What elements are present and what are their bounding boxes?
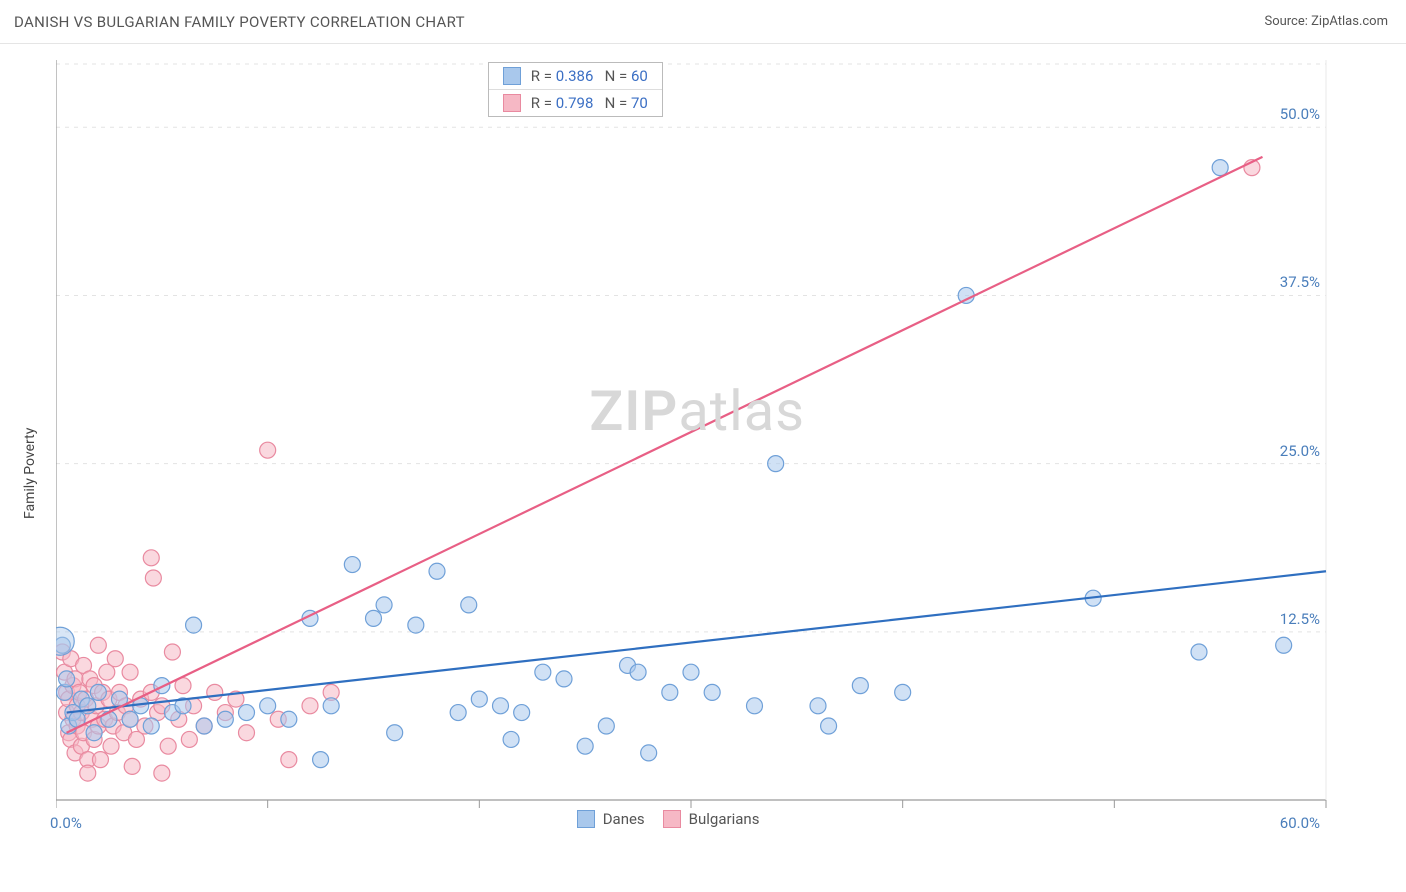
scatter-point-danes (810, 698, 826, 714)
scatter-point-bulgarians (260, 442, 276, 458)
scatter-point-bulgarians (80, 765, 96, 781)
legend-swatch (503, 94, 521, 112)
legend-swatch (503, 67, 521, 85)
scatter-point-danes (408, 617, 424, 633)
legend-swatch (663, 810, 681, 828)
scatter-point-danes (514, 705, 530, 721)
scatter-point-danes (313, 752, 329, 768)
y-tick-label: 37.5% (1280, 273, 1320, 291)
scatter-point-bulgarians (281, 752, 297, 768)
scatter-point-danes (122, 711, 138, 727)
scatter-point-danes (429, 563, 445, 579)
legend-swatch (577, 810, 595, 828)
scatter-point-danes (366, 610, 382, 626)
scatter-point-danes (471, 691, 487, 707)
scatter-point-bulgarians (143, 550, 159, 566)
y-tick-label: 50.0% (1280, 105, 1320, 123)
scatter-point-danes (503, 731, 519, 747)
stats-row: R = 0.386 N = 60 (489, 63, 662, 89)
source-link[interactable]: ZipAtlas.com (1311, 14, 1388, 29)
scatter-point-bulgarians (160, 738, 176, 754)
scatter-point-danes (344, 557, 360, 573)
stats-text: R = 0.386 N = 60 (531, 67, 648, 85)
scatter-point-bulgarians (92, 752, 108, 768)
scatter-point-danes (376, 597, 392, 613)
scatter-point-danes (154, 678, 170, 694)
chart-title: DANISH VS BULGARIAN FAMILY POVERTY CORRE… (14, 13, 465, 31)
scatter-point-danes (493, 698, 509, 714)
scatter-point-danes (1212, 160, 1228, 176)
scatter-point-danes (281, 711, 297, 727)
scatter-point-danes (895, 684, 911, 700)
scatter-point-danes (323, 698, 339, 714)
scatter-point-danes (450, 705, 466, 721)
scatter-point-bulgarians (124, 758, 140, 774)
y-tick-label: 25.0% (1280, 442, 1320, 460)
y-axis-label: Family Poverty (22, 427, 38, 518)
chart-header: DANISH VS BULGARIAN FAMILY POVERTY CORRE… (0, 0, 1406, 44)
legend-item: Danes (577, 810, 645, 828)
scatter-point-danes (535, 664, 551, 680)
scatter-point-bulgarians (239, 725, 255, 741)
stats-row: R = 0.798 N = 70 (489, 89, 662, 116)
scatter-point-bulgarians (107, 651, 123, 667)
chart-source: Source: ZipAtlas.com (1264, 14, 1388, 29)
stats-text: R = 0.798 N = 70 (531, 94, 648, 112)
scatter-point-bulgarians (154, 765, 170, 781)
scatter-point-danes (1191, 644, 1207, 660)
scatter-point-bulgarians (90, 637, 106, 653)
scatter-point-danes (239, 705, 255, 721)
scatter-point-danes (59, 671, 75, 687)
scatter-point-bulgarians (181, 731, 197, 747)
scatter-point-danes (461, 597, 477, 613)
scatter-point-danes (598, 718, 614, 734)
scatter-point-bulgarians (145, 570, 161, 586)
series-legend: Danes Bulgarians (577, 810, 760, 828)
stats-legend: R = 0.386 N = 60 R = 0.798 N = 70 (488, 62, 663, 117)
x-max-label: 60.0% (1280, 814, 1320, 832)
scatter-point-danes (387, 725, 403, 741)
scatter-point-danes (683, 664, 699, 680)
chart-plot-area: Family Poverty12.5%25.0%37.5%50.0%0.0%60… (56, 60, 1376, 830)
scatter-point-danes (704, 684, 720, 700)
chart-container: DANISH VS BULGARIAN FAMILY POVERTY CORRE… (0, 0, 1406, 892)
legend-item: Bulgarians (663, 810, 760, 828)
scatter-point-danes (821, 718, 837, 734)
scatter-point-bulgarians (164, 644, 180, 660)
legend-label: Danes (603, 810, 645, 828)
scatter-point-danes (630, 664, 646, 680)
scatter-point-bulgarians (122, 664, 138, 680)
scatter-point-danes (196, 718, 212, 734)
scatter-point-danes (260, 698, 276, 714)
y-tick-label: 12.5% (1280, 610, 1320, 628)
scatter-point-bulgarians (103, 738, 119, 754)
scatter-point-danes (186, 617, 202, 633)
legend-label: Bulgarians (689, 810, 760, 828)
scatter-point-danes (217, 711, 233, 727)
scatter-point-danes (90, 684, 106, 700)
scatter-point-bulgarians (302, 698, 318, 714)
scatter-point-danes (641, 745, 657, 761)
scatter-point-danes (556, 671, 572, 687)
chart-svg (56, 60, 1376, 830)
scatter-point-bulgarians (207, 684, 223, 700)
scatter-point-danes (852, 678, 868, 694)
source-prefix: Source: (1264, 14, 1311, 29)
x-min-label: 0.0% (50, 814, 82, 832)
scatter-point-danes (768, 456, 784, 472)
scatter-point-danes (577, 738, 593, 754)
scatter-point-danes (1276, 637, 1292, 653)
scatter-point-danes (662, 684, 678, 700)
scatter-point-danes (143, 718, 159, 734)
scatter-point-danes (101, 711, 117, 727)
scatter-point-danes (747, 698, 763, 714)
scatter-point-danes (86, 725, 102, 741)
